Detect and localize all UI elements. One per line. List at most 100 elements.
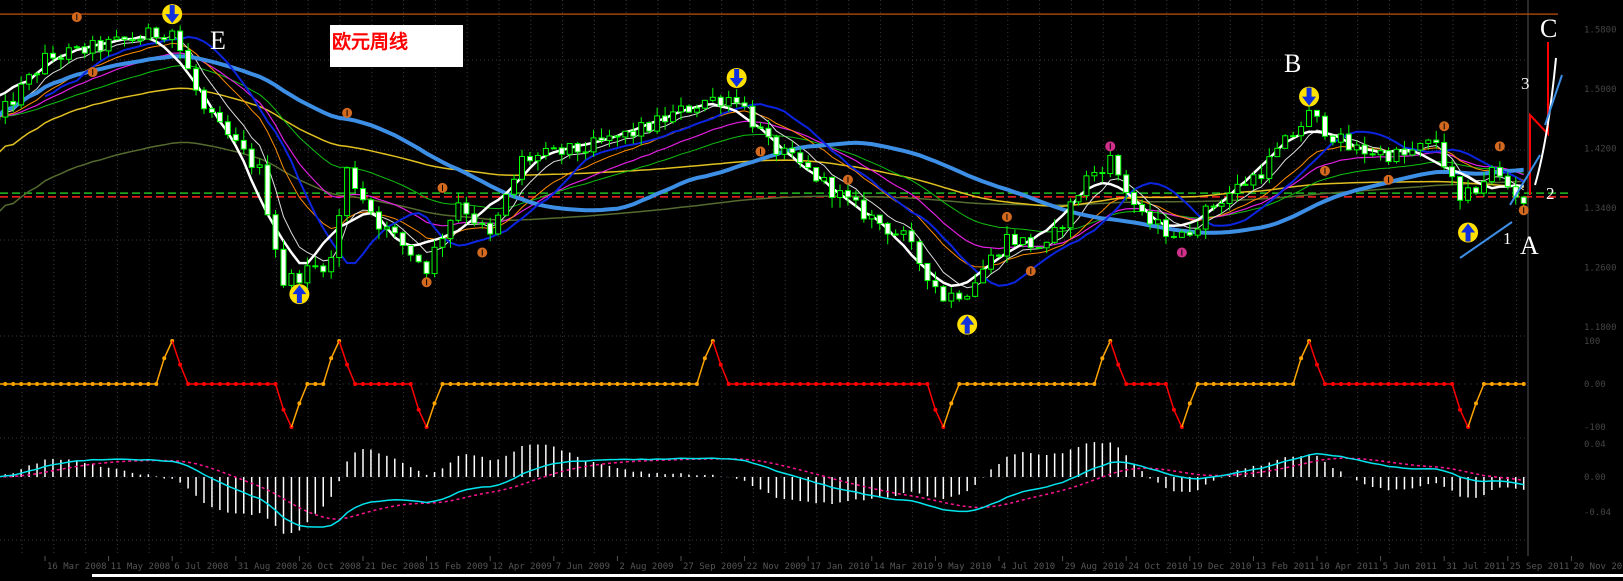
candle: [749, 105, 756, 128]
candle: [1178, 231, 1185, 238]
wave-label-1: 1: [1503, 229, 1512, 248]
candle: [884, 222, 891, 235]
candle: [542, 147, 549, 156]
candle: [137, 38, 144, 42]
osc-segment: [330, 340, 340, 359]
candle: [1274, 147, 1281, 158]
candle: [678, 105, 684, 113]
wave-label-b: B: [1284, 49, 1302, 78]
candle: [1226, 193, 1233, 205]
candle: [916, 241, 923, 264]
time-tick-label: 5 Jun 2011: [1383, 562, 1437, 572]
step-oscillator-pane: [0, 339, 1528, 429]
candle: [1258, 174, 1265, 180]
candle: [201, 89, 207, 110]
time-tick-label: 20 Nov 2011: [1573, 562, 1623, 572]
time-tick-label: 16 Mar 2008: [47, 562, 107, 572]
horizontal-scrollbar[interactable]: [92, 574, 1623, 577]
candle: [558, 147, 565, 155]
candle: [1210, 205, 1217, 208]
candle: [42, 52, 48, 75]
candle: [145, 27, 152, 40]
candle: [248, 148, 255, 168]
price-tick-label: 1.2600: [1584, 263, 1617, 273]
candle: [121, 36, 128, 40]
candle: [1139, 204, 1146, 213]
osc-segment: [1109, 340, 1119, 365]
candle: [1480, 181, 1487, 194]
osc-segment: [1316, 364, 1326, 385]
candle: [670, 111, 677, 123]
arrow-up-icon: [292, 285, 307, 304]
macd-level-label: 0.04: [1584, 440, 1606, 450]
candle: [526, 155, 533, 162]
candle: [1083, 175, 1090, 197]
candle: [18, 83, 25, 106]
candle: [129, 38, 136, 42]
candle: [2, 100, 9, 118]
candle: [431, 246, 438, 275]
candle: [606, 135, 613, 141]
candle: [598, 137, 605, 141]
candle: [328, 257, 335, 273]
candle: [1345, 133, 1352, 151]
wave-label-3: 3: [1521, 74, 1530, 93]
candle: [224, 121, 231, 136]
osc-segment: [1451, 383, 1461, 411]
candle: [964, 295, 971, 300]
candle: [797, 152, 804, 164]
candle: [1465, 187, 1472, 201]
candle: [1473, 187, 1479, 194]
candle: [534, 154, 541, 162]
time-tick-label: 31 Aug 2008: [238, 562, 298, 572]
candle: [304, 265, 311, 284]
candle: [487, 222, 494, 235]
osc-segment: [433, 383, 444, 404]
candle: [113, 36, 120, 40]
candle: [1385, 150, 1392, 163]
time-tick-label: 12 Apr 2009: [492, 562, 552, 572]
candle: [709, 96, 716, 101]
candle: [1218, 203, 1225, 207]
candle: [900, 230, 907, 235]
wave-label-c: C: [1540, 14, 1558, 43]
candle: [829, 176, 836, 199]
candle: [622, 130, 629, 138]
candles: [0, 23, 1527, 308]
time-tick-label: 7 Jun 2009: [556, 562, 610, 572]
time-tick-label: 24 Oct 2010: [1128, 562, 1188, 572]
arrow-up-icon: [1461, 223, 1476, 242]
blue-trend-line-2: [1509, 154, 1541, 206]
candle: [1186, 231, 1193, 236]
osc-point: [1521, 382, 1526, 386]
candle: [566, 143, 573, 155]
osc-segment: [322, 357, 332, 385]
arrow-down-icon: [1302, 87, 1317, 106]
candle: [582, 151, 589, 154]
candle: [1321, 115, 1328, 137]
candle: [868, 214, 875, 220]
red-projection-line: [1529, 42, 1549, 195]
candle: [10, 100, 17, 106]
osc-segment: [926, 383, 937, 411]
candle: [1361, 144, 1368, 155]
candle: [590, 137, 597, 153]
candle: [1027, 237, 1034, 248]
candle: [344, 167, 351, 217]
candle: [654, 115, 661, 132]
wave-label-e: E: [210, 26, 226, 55]
osc-segment: [720, 364, 730, 385]
candle: [1067, 201, 1074, 229]
candle: [169, 30, 176, 41]
candle: [503, 193, 510, 216]
candle: [383, 226, 390, 230]
candle: [375, 211, 382, 230]
time-tick-label: 2 Aug 2009: [619, 562, 673, 572]
macd-line: [0, 452, 1524, 528]
osc-segment: [1467, 403, 1477, 428]
ma-green-line: [0, 65, 1524, 233]
candle: [1337, 133, 1344, 143]
price-tick-label: 1.5800: [1584, 26, 1617, 36]
candle: [367, 199, 374, 213]
